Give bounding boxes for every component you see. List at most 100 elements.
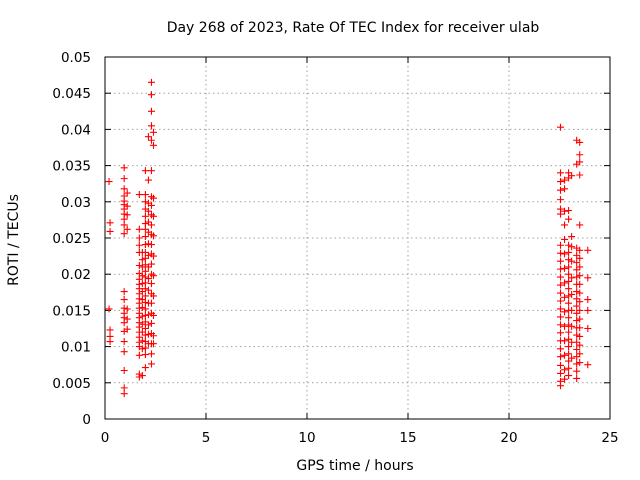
data-point: [147, 360, 155, 368]
data-point: [557, 313, 565, 321]
y-tick-label: 0.025: [52, 231, 91, 247]
data-point: [123, 305, 131, 313]
data-point: [573, 288, 581, 296]
data-point: [561, 351, 569, 359]
data-point: [105, 305, 113, 313]
data-point: [561, 279, 569, 287]
data-point: [565, 215, 573, 223]
data-point: [149, 252, 157, 260]
data-point: [138, 372, 146, 380]
data-point: [120, 288, 128, 296]
data-point: [557, 345, 565, 353]
data-point: [561, 176, 569, 184]
x-tick-label: 25: [601, 430, 618, 446]
data-point: [141, 305, 149, 313]
data-point: [105, 178, 113, 186]
data-point: [147, 78, 155, 86]
data-point: [565, 277, 573, 285]
data-point: [584, 274, 592, 282]
data-point: [141, 254, 149, 262]
data-point: [568, 290, 576, 298]
data-point: [584, 306, 592, 314]
data-point: [147, 319, 155, 327]
data-point: [138, 280, 146, 288]
data-point: [135, 225, 143, 233]
data-point: [568, 322, 576, 330]
data-point: [135, 241, 143, 249]
x-tick-label: 5: [202, 430, 211, 446]
data-point: [573, 273, 581, 281]
data-point: [561, 322, 569, 330]
data-point: [557, 273, 565, 281]
data-point: [557, 123, 565, 131]
data-point: [573, 302, 581, 310]
data-point: [144, 251, 152, 259]
data-point: [568, 243, 576, 251]
data-point: [561, 207, 569, 215]
x-tick-label: 20: [500, 430, 517, 446]
data-point: [561, 293, 569, 301]
y-tick-label: 0.005: [52, 376, 91, 392]
data-point: [573, 360, 581, 368]
data-point: [576, 350, 584, 358]
data-point: [573, 345, 581, 353]
data-point: [576, 289, 584, 297]
data-point: [144, 133, 152, 141]
data-point: [149, 141, 157, 149]
data-point: [568, 306, 576, 314]
data-point: [120, 366, 128, 374]
y-tick-label: 0.045: [52, 86, 91, 102]
data-point: [584, 246, 592, 254]
data-point: [138, 304, 146, 312]
x-tick-labels: 0 5 10 15 20 25: [101, 430, 619, 446]
data-point: [557, 196, 565, 204]
data-point: [576, 246, 584, 254]
data-point: [138, 328, 146, 336]
x-tick-label: 10: [298, 430, 315, 446]
data-point: [576, 332, 584, 340]
data-point: [120, 390, 128, 398]
data-point: [138, 288, 146, 296]
data-point: [557, 257, 565, 265]
data-point: [561, 308, 569, 316]
data-point: [147, 122, 155, 130]
data-point: [144, 176, 152, 184]
data-point: [584, 296, 592, 304]
data-point: [576, 280, 584, 288]
data-point: [120, 319, 128, 327]
data-point: [573, 331, 581, 339]
data-point: [123, 211, 131, 219]
data-point: [147, 350, 155, 358]
data-point: [147, 299, 155, 307]
data-point: [144, 207, 152, 215]
data-point: [141, 198, 149, 206]
data-point: [557, 369, 565, 377]
chart-title: Day 268 of 2023, Rate Of TEC Index for r…: [167, 20, 540, 36]
data-point: [135, 191, 143, 199]
data-point: [557, 329, 565, 337]
data-point: [149, 128, 157, 136]
data-point: [149, 194, 157, 202]
data-point: [135, 262, 143, 270]
data-point: [565, 343, 573, 351]
data-point: [573, 353, 581, 361]
data-point: [141, 285, 149, 293]
data-point: [576, 263, 584, 271]
data-point: [144, 240, 152, 248]
data-point: [573, 295, 581, 303]
data-point: [557, 321, 565, 329]
data-point: [573, 309, 581, 317]
data-point: [565, 263, 573, 271]
data-point: [147, 241, 155, 249]
data-point: [557, 305, 565, 313]
data-point: [149, 292, 157, 300]
plot-frame: [104, 56, 611, 420]
data-point: [144, 263, 152, 271]
grid-lines: [105, 57, 610, 419]
data-point: [573, 317, 581, 325]
data-point: [147, 201, 155, 209]
data-point: [147, 136, 155, 144]
data-point: [141, 233, 149, 241]
data-point: [561, 264, 569, 272]
data-point: [147, 167, 155, 175]
